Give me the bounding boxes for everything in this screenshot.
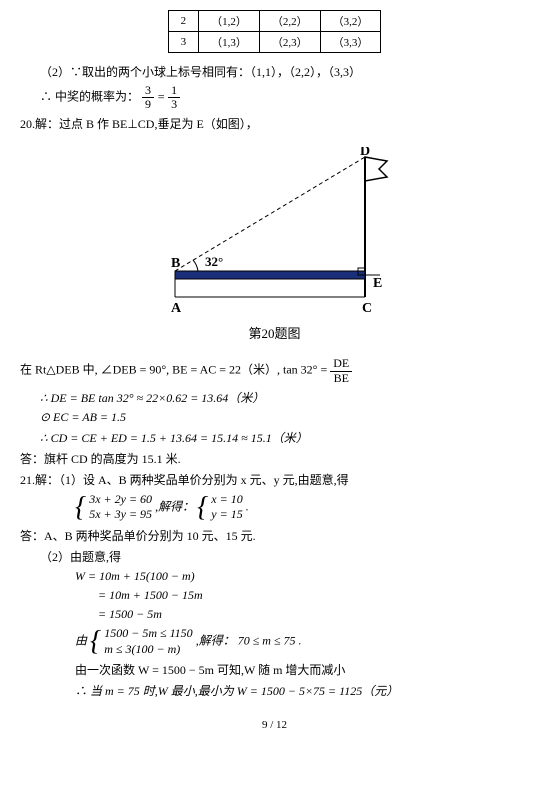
frac-1-3: 1 3	[168, 84, 180, 111]
monotone-line: 由一次函数 W = 1500 − 5m 可知,W 随 m 增大而减小	[75, 661, 529, 678]
answer-20: 答：旗杆 CD 的高度为 15.1 米.	[20, 450, 529, 467]
cell: （2,2）	[259, 11, 320, 32]
q20-intro: 20.解：过点 B 作 BE⊥CD,垂足为 E（如图），	[20, 115, 529, 132]
angle-arc	[193, 260, 198, 271]
brace-icon: {	[90, 629, 101, 654]
sys2-tail: .	[299, 633, 302, 647]
w-step1: = 10m + 1500 − 15m	[98, 588, 529, 603]
label-a: A	[171, 301, 182, 316]
cell: （3,2）	[320, 11, 381, 32]
figure20-svg: 32° B A C D E	[135, 147, 415, 317]
cell: （2,3）	[259, 32, 320, 53]
table-row: 3 （1,3） （2,3） （3,3）	[168, 32, 381, 53]
sys2-prefix: 由	[75, 633, 87, 647]
label-e: E	[373, 276, 382, 291]
page-footer: 9 / 12	[20, 719, 529, 731]
de-line: ∴ DE = BE tan 32° ≈ 22×0.62 = 13.64（米）	[40, 389, 529, 406]
system-1: { 3x + 2y = 60 5x + 3y = 95 ,解得： { x = 1…	[75, 492, 529, 523]
p2-intro: （2）∵取出的两个小球上标号相同有：（1,1），（2,2），（3,3）	[40, 63, 529, 80]
ec-line: ⊙ EC = AB = 1.5	[40, 410, 529, 425]
frac-de-be: DE BE	[330, 357, 352, 384]
deb-line: 在 Rt△DEB 中, ∠DEB = 90°, BE = AC = 22（米）,…	[20, 357, 529, 384]
cell: （1,2）	[199, 11, 260, 32]
probability-table: 2 （1,2） （2,2） （3,2） 3 （1,3） （2,3） （3,3）	[168, 10, 382, 53]
sys1-tail: .	[246, 499, 249, 513]
w-step2: = 1500 − 5m	[98, 607, 529, 622]
final-line: ∴ 当 m = 75 时,W 最小,最小为 W = 1500 − 5×75 = …	[75, 682, 529, 699]
brace-icon: {	[197, 495, 208, 520]
system-2: 由 { 1500 − 5m ≤ 1150 m ≤ 3(100 − m) ,解得：…	[75, 626, 529, 657]
sys2-res: 70 ≤ m ≤ 75	[238, 633, 296, 647]
label-b: B	[171, 256, 180, 271]
q21b: （2）由题意,得	[40, 548, 529, 565]
probability-line: ∴ 中奖的概率为： 3 9 = 1 3	[40, 84, 529, 111]
cd-line: ∴ CD = CE + ED = 1.5 + 13.64 = 15.14 ≈ 1…	[40, 429, 529, 446]
figure-20: 32° B A C D E 第20题图	[20, 147, 529, 342]
sys1-mid: ,解得：	[155, 499, 194, 513]
label-c: C	[362, 301, 372, 316]
frac-3-9: 3 9	[142, 84, 154, 111]
label-d: D	[360, 147, 370, 159]
cell: 3	[168, 32, 199, 53]
sys1-eq2: 5x + 3y = 95	[89, 507, 152, 523]
sys1-eq1: 3x + 2y = 60	[89, 492, 152, 508]
angle-label: 32°	[205, 254, 223, 269]
cell: （3,3）	[320, 32, 381, 53]
flag-icon	[365, 157, 387, 181]
cell: 2	[168, 11, 199, 32]
table-row: 2 （1,2） （2,2） （3,2）	[168, 11, 381, 32]
cell: （1,3）	[199, 32, 260, 53]
bar-be	[175, 271, 365, 279]
brace-icon: {	[75, 495, 86, 520]
sys2-eq1: 1500 − 5m ≤ 1150	[104, 626, 192, 642]
sys1-sol2: y = 15	[211, 507, 242, 523]
sys2-mid: ,解得：	[196, 633, 235, 647]
w-def: W = 10m + 15(100 − m)	[75, 569, 529, 584]
line-bd	[175, 157, 365, 271]
deb-prefix: 在 Rt△DEB 中, ∠DEB = 90°, BE = AC = 22（米）,…	[20, 363, 330, 377]
prob-prefix: ∴ 中奖的概率为：	[40, 89, 139, 103]
q21-intro: 21.解：（1）设 A、B 两种奖品单价分别为 x 元、y 元,由题意,得	[20, 471, 529, 488]
figure-20-caption: 第20题图	[20, 323, 529, 342]
answer-21a: 答：A、B 两种奖品单价分别为 10 元、15 元.	[20, 527, 529, 544]
sys1-sol1: x = 10	[211, 492, 242, 508]
sys2-eq2: m ≤ 3(100 − m)	[104, 642, 192, 658]
